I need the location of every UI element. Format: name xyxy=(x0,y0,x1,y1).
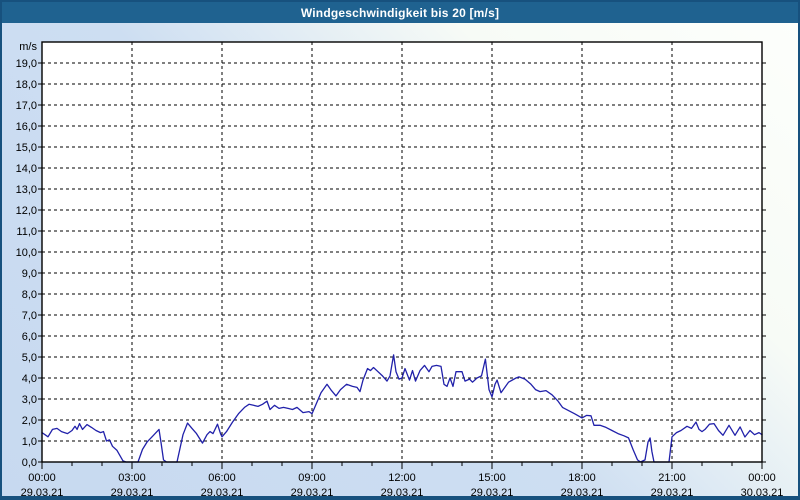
x-tick-time-label: 03:00 xyxy=(118,472,146,484)
x-tick-date-label: 29.03.21 xyxy=(381,487,424,498)
y-tick-label: 15,0 xyxy=(16,142,37,154)
x-tick-date-label: 30.03.21 xyxy=(741,487,784,498)
x-tick-time-label: 00:00 xyxy=(28,472,56,484)
x-tick-time-label: 09:00 xyxy=(298,472,326,484)
x-tick-time-label: 21:00 xyxy=(658,472,686,484)
y-tick-label: 5,0 xyxy=(22,352,37,364)
y-tick-label: 7,0 xyxy=(22,310,37,322)
x-tick-date-label: 29.03.21 xyxy=(651,487,694,498)
y-tick-label: 1,0 xyxy=(22,436,37,448)
x-tick-time-label: 12:00 xyxy=(388,472,416,484)
x-tick-date-label: 29.03.21 xyxy=(111,487,154,498)
title-bar: Windgeschwindigkeit bis 20 [m/s] xyxy=(2,2,798,23)
x-tick-time-label: 18:00 xyxy=(568,472,596,484)
y-axis-unit-label: m/s xyxy=(19,41,37,53)
y-tick-label: 4,0 xyxy=(22,373,37,385)
x-tick-date-label: 29.03.21 xyxy=(561,487,604,498)
chart-area: 0,0 1,0 2,0 3,0 4,0 5,0 6,0 7,0 8,0 9,0 10,0 11,0 12… xyxy=(2,23,798,496)
y-tick-label: 10,0 xyxy=(16,247,37,259)
y-tick-label: 13,0 xyxy=(16,184,37,196)
x-tick-date-label: 29.03.21 xyxy=(471,487,514,498)
y-tick-label: 16,0 xyxy=(16,121,37,133)
x-tick-date-label: 29.03.21 xyxy=(21,487,64,498)
wind-speed-chart: 0,0 1,0 2,0 3,0 4,0 5,0 6,0 7,0 8,0 9,0 10,0 11,0 12… xyxy=(16,41,784,498)
y-tick-label: 19,0 xyxy=(16,58,37,70)
x-tick-time-label: 06:00 xyxy=(208,472,236,484)
y-tick-label: 14,0 xyxy=(16,163,37,175)
plot-border xyxy=(41,41,763,463)
wind-speed-line xyxy=(41,354,763,463)
y-tick-label: 3,0 xyxy=(22,394,37,406)
y-tick-label: 0,0 xyxy=(22,457,37,469)
y-tick-label: 8,0 xyxy=(22,289,37,301)
y-tick-label: 11,0 xyxy=(16,226,37,238)
window-title: Windgeschwindigkeit bis 20 [m/s] xyxy=(300,5,500,20)
y-tick-label: 9,0 xyxy=(22,268,37,280)
y-tick-label: 2,0 xyxy=(22,415,37,427)
x-tick-date-label: 29.03.21 xyxy=(291,487,334,498)
x-tick-date-label: 29.03.21 xyxy=(201,487,244,498)
y-tick-label: 17,0 xyxy=(16,100,37,112)
y-tick-label: 6,0 xyxy=(22,331,37,343)
y-tick-label: 18,0 xyxy=(16,79,37,91)
x-tick-time-label: 00:00 xyxy=(748,472,776,484)
y-tick-label: 12,0 xyxy=(16,205,37,217)
x-tick-time-label: 15:00 xyxy=(478,472,506,484)
